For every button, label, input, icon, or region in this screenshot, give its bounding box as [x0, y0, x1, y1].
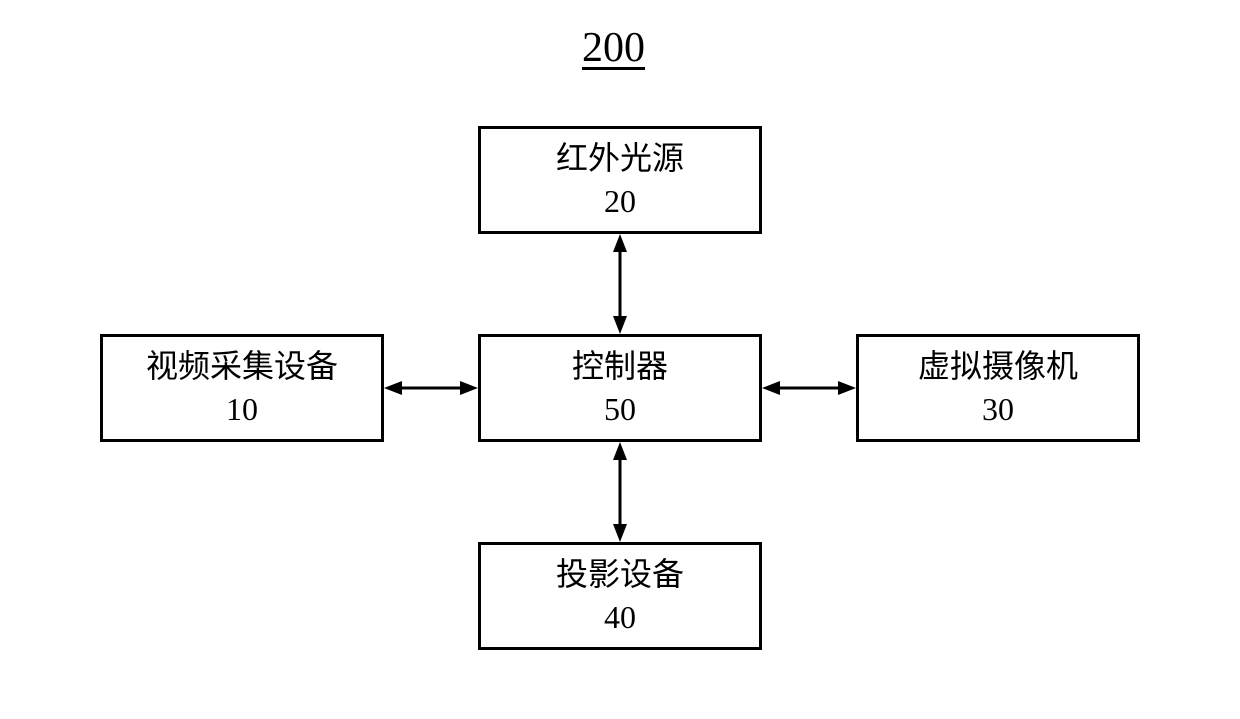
edge-center-left: [362, 366, 500, 410]
diagram-title-text: 200: [582, 25, 645, 71]
edge-center-right: [740, 366, 878, 410]
node-top-label: 红外光源: [556, 137, 684, 180]
node-bottom-num: 40: [604, 596, 636, 639]
node-right-num: 30: [982, 388, 1014, 431]
node-left: 视频采集设备 10: [100, 334, 384, 442]
edge-center-bottom: [598, 420, 642, 564]
node-left-num: 10: [226, 388, 258, 431]
node-right: 虚拟摄像机 30: [856, 334, 1140, 442]
node-left-label: 视频采集设备: [146, 345, 338, 388]
node-right-label: 虚拟摄像机: [918, 345, 1078, 388]
edge-center-top: [598, 212, 642, 356]
diagram-title: 200: [582, 24, 645, 72]
